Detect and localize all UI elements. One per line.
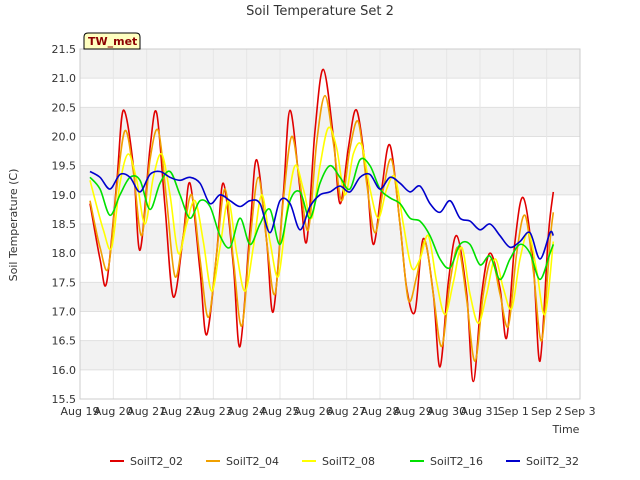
y-tick-label: 21.5 [52, 43, 77, 56]
y-tick-label: 20.5 [52, 101, 77, 114]
x-tick-label: Aug 26 [294, 405, 333, 418]
badge-box [83, 32, 141, 50]
x-tick-label: Aug 28 [361, 405, 400, 418]
x-tick-label: Aug 31 [461, 405, 500, 418]
y-tick-label: 16.5 [52, 335, 77, 348]
y-tick-label: 19.5 [52, 160, 77, 173]
x-tick-label: Aug 21 [127, 405, 166, 418]
x-tick-label: Sep 2 [531, 405, 562, 418]
y-tick-label: 21.0 [52, 72, 77, 85]
series-line-soilt2-32 [89, 170, 555, 260]
y-tick-label: 18.5 [52, 218, 77, 231]
legend-label: SoilT2_08 [322, 455, 375, 468]
legend-label: SoilT2_04 [226, 455, 279, 468]
plot-band [80, 282, 580, 312]
series-line-soilt2-16 [89, 157, 555, 281]
y-tick-label: 19.0 [52, 189, 77, 202]
y-tick-label: 16.0 [52, 364, 77, 377]
series-line-soilt2-02 [89, 68, 555, 383]
badge-label: TW_met [88, 35, 137, 48]
x-tick-label: Sep 1 [498, 405, 529, 418]
series-lines [89, 68, 555, 383]
y-axis-ticks: 15.5 16.0 16.5 17.0 17.5 18.0 18.5 19.0 19.5 20.0… [52, 43, 77, 406]
x-tick-label: Aug 29 [394, 405, 433, 418]
y-axis-label: Soil Temperature (C) [7, 169, 20, 282]
y-tick-label: 17.5 [52, 276, 77, 289]
legend-label: SoilT2_02 [130, 455, 183, 468]
x-tick-label: Aug 27 [327, 405, 366, 418]
x-tick-label: Aug 23 [194, 405, 233, 418]
plot-band [80, 49, 580, 79]
x-tick-label: Aug 25 [261, 405, 300, 418]
plot-border [79, 48, 581, 400]
legend-label: SoilT2_32 [526, 455, 579, 468]
legend: SoilT2_02 SoilT2_04 SoilT2_08 SoilT2_16 Soil… [110, 455, 579, 468]
y-tick-label: 18.0 [52, 247, 77, 260]
x-tick-label: Aug 19 [61, 405, 100, 418]
x-tick-label: Sep 3 [564, 405, 595, 418]
series-line-soilt2-08 [89, 126, 555, 324]
legend-label: SoilT2_16 [430, 455, 483, 468]
plot-band [80, 224, 580, 254]
y-tick-label: 15.5 [52, 393, 77, 406]
site-badge: TW_met [83, 32, 141, 50]
x-axis-label: Time [552, 423, 580, 436]
x-tick-label: Aug 24 [227, 405, 266, 418]
x-tick-label: Aug 20 [94, 405, 133, 418]
x-tick-label: Aug 22 [161, 405, 200, 418]
plot-band [80, 340, 580, 370]
series-line-soilt2-04 [89, 94, 555, 362]
chart-title: Soil Temperature Set 2 [246, 4, 394, 19]
x-tick-label: Aug 30 [427, 405, 466, 418]
y-tick-label: 20.0 [52, 131, 77, 144]
y-tick-label: 17.0 [52, 306, 77, 319]
